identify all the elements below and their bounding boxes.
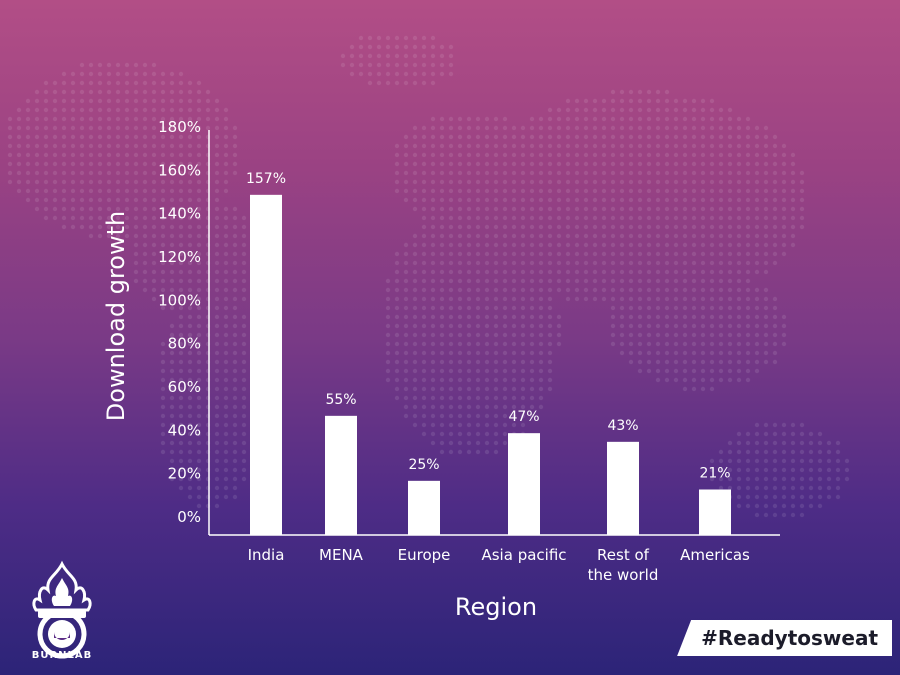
brand-wordmark: BURNLAB	[31, 650, 93, 661]
y-tick-labels: 0% 20% 40% 60% 80% 100% 120% 140% 160% 180%	[158, 118, 201, 526]
y-tick-label: 120%	[158, 248, 201, 266]
y-tick-label: 80%	[168, 335, 201, 353]
bar-value-label: 25%	[408, 457, 439, 473]
category-label: Americas	[680, 546, 750, 564]
bar-value-label: 55%	[325, 392, 356, 408]
y-axis-title: Download growth	[102, 211, 130, 421]
y-tick-label: 100%	[158, 291, 201, 309]
y-tick-label: 60%	[168, 378, 201, 396]
bar-value-labels: 157% 55% 25% 47% 43% 21%	[246, 171, 731, 482]
category-label: MENA	[319, 546, 364, 564]
bar-value-label: 157%	[246, 171, 286, 187]
burnlab-logo-icon	[32, 560, 92, 659]
y-tick-label: 20%	[168, 465, 201, 483]
bars	[250, 194, 731, 536]
category-label: Rest of	[597, 546, 650, 564]
y-tick-label: 180%	[158, 118, 201, 136]
category-label: India	[248, 546, 285, 564]
bar-value-label: 47%	[508, 409, 539, 425]
bar	[699, 489, 731, 535]
category-label: Europe	[398, 546, 451, 564]
bar	[250, 194, 282, 536]
hashtag-badge: #Readytosweat	[677, 620, 892, 656]
bar	[408, 480, 440, 535]
bar	[325, 415, 357, 535]
category-label: Asia pacific	[481, 546, 566, 564]
y-tick-label: 0%	[177, 508, 201, 526]
y-tick-label: 40%	[168, 421, 201, 439]
bar	[607, 441, 639, 535]
bar-value-label: 21%	[699, 466, 730, 482]
bar	[508, 433, 540, 535]
bar-value-label: 43%	[607, 418, 638, 434]
category-labels: India MENA Europe Asia pacific Rest of the wo…	[248, 546, 750, 584]
category-label: the world	[588, 566, 659, 584]
y-tick-label: 140%	[158, 205, 201, 223]
y-tick-label: 160%	[158, 161, 201, 179]
x-axis-title: Region	[455, 593, 537, 621]
